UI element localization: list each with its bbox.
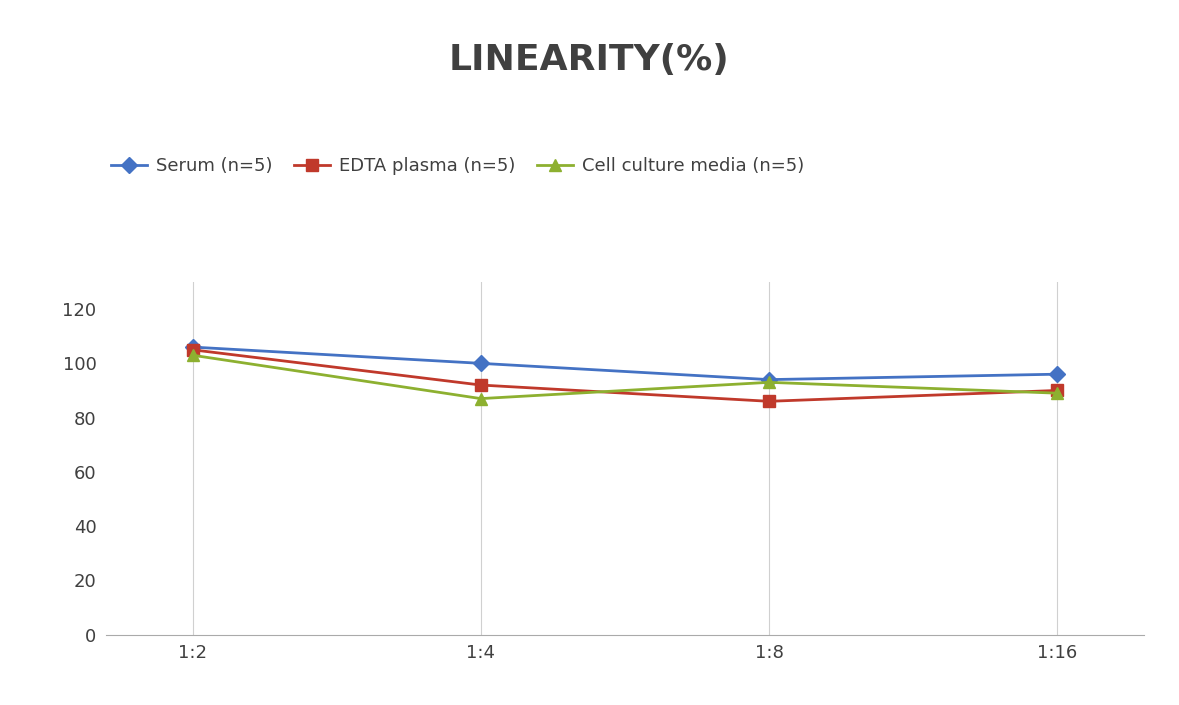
EDTA plasma (n=5) [762,397,776,405]
Text: LINEARITY(%): LINEARITY(%) [449,43,730,77]
EDTA plasma (n=5) [474,381,488,389]
Cell culture media (n=5) [762,378,776,386]
Cell culture media (n=5) [474,394,488,403]
Line: Serum (n=5): Serum (n=5) [187,341,1062,385]
Serum (n=5) [762,375,776,384]
Line: Cell culture media (n=5): Cell culture media (n=5) [187,350,1062,404]
Line: EDTA plasma (n=5): EDTA plasma (n=5) [187,344,1062,407]
Cell culture media (n=5) [1050,389,1065,398]
EDTA plasma (n=5) [185,345,199,354]
Legend: Serum (n=5), EDTA plasma (n=5), Cell culture media (n=5): Serum (n=5), EDTA plasma (n=5), Cell cul… [104,150,811,183]
Serum (n=5) [185,343,199,351]
Cell culture media (n=5) [185,351,199,360]
Serum (n=5) [474,359,488,367]
Serum (n=5) [1050,370,1065,379]
EDTA plasma (n=5) [1050,386,1065,395]
